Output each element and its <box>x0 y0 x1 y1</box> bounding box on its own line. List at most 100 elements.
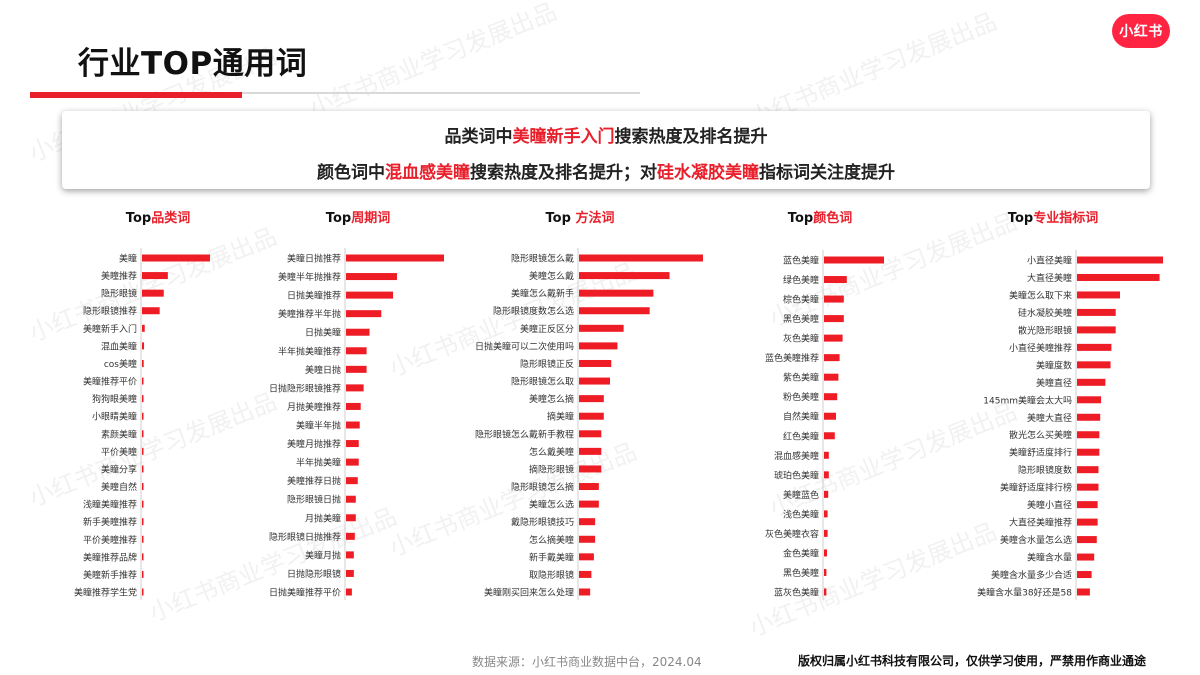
category-label: 摘美瞳 <box>547 411 574 423</box>
category-label: 美瞳推荐学生党 <box>74 587 137 599</box>
summary-line-2: 颜色词中混血感美瞳搜索热度及排名提升；对硅水凝胶美瞳指标词关注度提升 <box>62 158 1150 183</box>
category-label: 灰色美瞳 <box>783 333 819 345</box>
category-label: 新手戴美瞳 <box>529 551 574 563</box>
bar <box>824 588 827 596</box>
summary-highlight: 硅水凝胶美瞳 <box>657 163 759 183</box>
category-label: 美瞳大直径 <box>1027 412 1072 424</box>
category-label: 黑色美瞳 <box>783 567 819 579</box>
bar <box>1077 501 1098 509</box>
category-label: 美瞳推荐 <box>101 270 137 282</box>
summary-text: 品类词中 <box>444 127 513 147</box>
category-label: 隐形眼镜正反 <box>520 358 574 370</box>
category-label: 隐形眼镜怎么摘 <box>511 481 574 493</box>
category-label: 新手美瞳推荐 <box>83 516 137 528</box>
category-label: 美瞳怎么摘 <box>529 393 574 405</box>
category-label: 隐形眼镜日抛 <box>287 494 341 506</box>
category-label: 美瞳新手推荐 <box>83 569 137 581</box>
category-label: 美瞳怎么选 <box>529 499 574 511</box>
chart-title-category: 周期词 <box>351 211 390 226</box>
category-label: 半年抛美瞳推荐 <box>278 345 341 357</box>
category-label: 美瞳含水量多少合适 <box>991 569 1072 581</box>
summary-text: 指标词关注度提升 <box>759 163 895 183</box>
category-label: 美瞳蓝色 <box>783 489 819 501</box>
bar <box>142 483 144 491</box>
category-label: 日抛美瞳推荐 <box>287 290 341 302</box>
category-label: 美瞳月抛 <box>305 549 341 561</box>
category-label: 日抛隐形眼镜 <box>287 568 341 580</box>
bar <box>1077 326 1116 334</box>
category-label: 怎么戴美瞳 <box>529 446 574 458</box>
bar <box>142 500 144 508</box>
bar <box>346 495 356 503</box>
category-label: 美瞳日抛推荐 <box>287 253 341 265</box>
chart-title-category: 方法词 <box>575 210 614 226</box>
category-label: 硅水凝胶美瞳 <box>1018 307 1072 319</box>
category-label: 隐形眼镜怎么戴 <box>511 253 574 265</box>
chart-title-prefix: Top <box>788 211 813 226</box>
summary-text: 颜色词中 <box>317 163 385 183</box>
category-label: 小眼睛美瞳 <box>92 411 137 423</box>
category-label: 日抛美瞳推荐平价 <box>269 587 341 599</box>
category-label: 美瞳舒适度排行 <box>1009 447 1072 459</box>
category-label: 月抛美瞳 <box>305 512 341 524</box>
bar <box>1077 256 1163 264</box>
chart-title: Top 方法词 <box>546 210 615 226</box>
bar <box>142 535 144 543</box>
category-label: 145mm美瞳会太大吗 <box>983 394 1072 406</box>
bar <box>1077 571 1092 579</box>
category-label: 自然美瞳 <box>783 411 819 423</box>
category-label: 取隐形眼镜 <box>529 569 574 581</box>
bar <box>142 254 210 262</box>
bar <box>1077 588 1090 596</box>
category-label: 隐形眼镜怎么取 <box>511 376 574 388</box>
bar <box>346 402 361 410</box>
bar <box>346 347 367 355</box>
category-label: 美瞳 <box>119 253 137 265</box>
bar <box>824 529 828 537</box>
chart-title-prefix: Top <box>326 211 351 226</box>
bar <box>346 551 354 559</box>
bar <box>579 359 612 367</box>
bar <box>579 289 654 297</box>
bar <box>579 570 592 578</box>
category-label: 戴隐形眼镜技巧 <box>511 516 574 528</box>
category-label: 美瞳含水量38好还是58 <box>977 587 1072 599</box>
bar <box>1077 308 1116 316</box>
category-label: 黑色美瞳 <box>783 313 819 325</box>
category-label: 红色美瞳 <box>783 430 819 442</box>
bar <box>346 384 364 392</box>
category-label: cos美瞳 <box>104 358 137 370</box>
bar <box>579 553 594 561</box>
bar <box>1077 466 1099 474</box>
bar <box>824 471 829 479</box>
bar <box>824 295 844 303</box>
bar <box>142 588 144 596</box>
bar <box>824 510 828 518</box>
category-label: 美瞳怎么戴新手 <box>511 288 574 300</box>
bar <box>142 553 144 561</box>
category-label: 美瞳新手入门 <box>83 323 137 335</box>
chart-title-category: 颜色词 <box>813 210 852 226</box>
category-label: 蓝色美瞳 <box>783 255 819 267</box>
summary-box: 品类词中美瞳新手入门搜索热度及排名提升 颜色词中混血感美瞳搜索热度及排名提升；对… <box>62 111 1150 189</box>
category-label: 怎么摘美瞳 <box>529 534 574 546</box>
category-label: 散光怎么买美瞳 <box>1009 429 1072 441</box>
bar <box>579 518 596 526</box>
bar <box>142 395 144 403</box>
chart-title-prefix: Top <box>546 211 576 226</box>
bar <box>346 532 355 540</box>
bar <box>579 447 602 455</box>
bar <box>142 570 144 578</box>
category-label: 隐形眼镜度数怎么选 <box>493 305 574 317</box>
category-label: 平价美瞳推荐 <box>83 534 137 546</box>
chart-title: Top品类词 <box>126 210 190 226</box>
bar <box>824 393 838 401</box>
bar <box>579 324 624 332</box>
category-label: 隐形眼镜怎么戴新手教程 <box>475 428 574 440</box>
bar <box>579 254 703 262</box>
bar <box>824 334 843 342</box>
category-label: 美瞳自然 <box>101 481 137 493</box>
category-label: 隐形眼镜推荐 <box>83 305 137 317</box>
bar <box>824 412 836 420</box>
category-label: 美瞳日抛 <box>305 364 341 376</box>
